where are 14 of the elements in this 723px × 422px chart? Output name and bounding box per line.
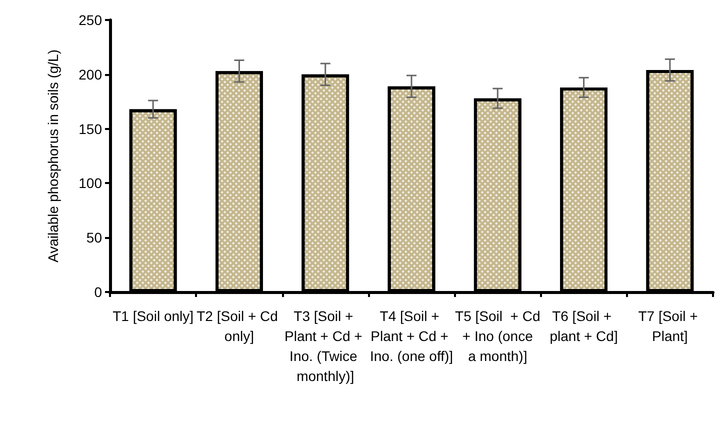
- x-tick-label: T5 [Soil + Cd + Ino (once a month)]: [455, 308, 540, 364]
- x-tick-label: T6 [Soil + plant + Cd]: [550, 308, 618, 344]
- y-tick-label: 250: [78, 12, 102, 28]
- y-tick-label: 100: [78, 175, 102, 192]
- x-tick-label: T7 [Soil + Plant]: [638, 308, 702, 344]
- x-tick-label: T1 [Soil only]: [112, 308, 194, 324]
- y-tick-label: 50: [86, 230, 102, 246]
- x-tick-label: T3 [Soil + Plant + Cd + Ino. (Twice monthly)]: [284, 308, 366, 384]
- x-tick-label: T4 [Soil + Plant + Cd + Ino. (one off)]: [370, 308, 454, 364]
- y-tick-label: 200: [78, 66, 102, 82]
- x-tick-label: T2 [Soil + Cd only]: [196, 308, 282, 344]
- y-tick-label: 0: [94, 284, 102, 300]
- y-tick-label: 150: [78, 120, 102, 137]
- y-axis-title: Available phosphorus in soils (g/L): [45, 50, 61, 262]
